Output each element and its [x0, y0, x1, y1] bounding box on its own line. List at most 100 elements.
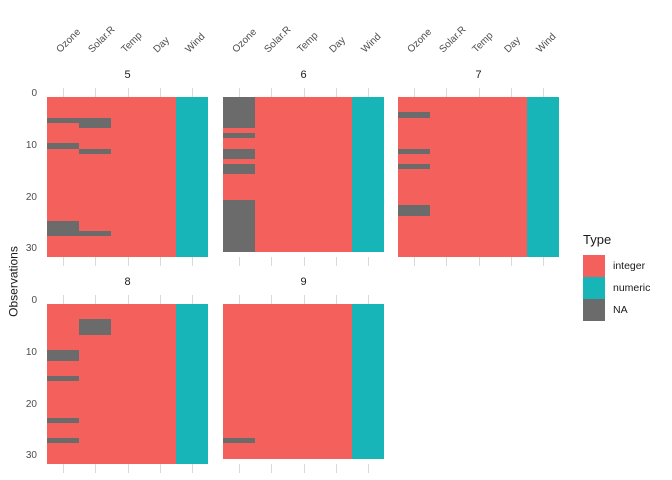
- x-axis-label-solar.r: Solar.R: [437, 24, 469, 56]
- x-tick-bottom: [367, 464, 369, 473]
- heatmap-column-wind: [351, 304, 384, 459]
- na-bar: [398, 205, 431, 216]
- x-axis-label-wind: Wind: [534, 31, 559, 56]
- facet-panel-5: [45, 95, 210, 259]
- heatmap-column-day: [319, 304, 352, 459]
- na-bar: [223, 200, 256, 252]
- x-axis-label-day: Day: [151, 34, 172, 56]
- heatmap-column-wind: [526, 97, 559, 257]
- heatmap-column-solar.r: [255, 304, 288, 459]
- x-tick-bottom: [239, 464, 241, 473]
- heatmap-column-day: [143, 97, 176, 257]
- x-tick-bottom: [191, 464, 193, 473]
- heatmap-column-ozone: [398, 97, 431, 257]
- na-bar: [47, 220, 80, 237]
- na-bar: [47, 143, 80, 149]
- na-bar: [79, 231, 112, 237]
- x-tick-top: [127, 88, 129, 97]
- facet-panel-6: [221, 95, 386, 259]
- legend-title: Type: [583, 232, 612, 247]
- x-tick-top: [367, 295, 369, 304]
- x-tick-top: [303, 88, 305, 97]
- heatmap-column-wind: [351, 97, 384, 252]
- x-axis-label-solar.r: Solar.R: [86, 24, 118, 56]
- x-tick-bottom: [191, 257, 193, 266]
- x-tick-bottom: [303, 464, 305, 473]
- na-bar: [223, 133, 256, 139]
- x-tick-top: [271, 88, 273, 97]
- x-tick-top: [159, 295, 161, 304]
- heatmap-column-wind: [175, 97, 208, 257]
- legend-swatch-numeric: [583, 277, 605, 299]
- x-tick-bottom: [239, 257, 241, 266]
- heatmap-column-day: [319, 97, 352, 252]
- na-bar: [47, 376, 80, 382]
- heatmap-column-ozone: [47, 304, 80, 464]
- na-bar: [223, 148, 256, 159]
- x-tick-top: [478, 88, 480, 97]
- heatmap-column-solar.r: [79, 304, 112, 464]
- facet-strip-5: 5: [124, 69, 131, 81]
- x-axis-label-ozone: Ozone: [230, 26, 260, 56]
- legend-key-numeric: numeric: [583, 277, 672, 299]
- x-tick-bottom: [63, 464, 65, 473]
- x-tick-top: [127, 295, 129, 304]
- x-tick-bottom: [63, 257, 65, 266]
- x-axis-label-wind: Wind: [183, 31, 208, 56]
- x-axis-label-wind: Wind: [359, 31, 384, 56]
- x-tick-bottom: [542, 257, 544, 266]
- x-tick-bottom: [127, 464, 129, 473]
- heatmap-column-temp: [111, 97, 144, 257]
- y-tick-label: 10: [25, 140, 37, 152]
- na-bar: [223, 97, 256, 128]
- na-bar: [47, 417, 80, 423]
- x-tick-top: [191, 88, 193, 97]
- facet-panel-7: [396, 95, 561, 259]
- x-tick-top: [95, 295, 97, 304]
- y-tick-label: 20: [25, 398, 37, 410]
- x-tick-bottom: [95, 257, 97, 266]
- na-bar: [398, 148, 431, 154]
- x-tick-bottom: [510, 257, 512, 266]
- na-bar: [79, 148, 112, 154]
- na-bar: [47, 438, 80, 444]
- x-tick-top: [63, 88, 65, 97]
- x-tick-bottom: [159, 464, 161, 473]
- na-bar: [398, 164, 431, 170]
- heatmap-column-day: [143, 304, 176, 464]
- x-tick-top: [510, 88, 512, 97]
- x-tick-top: [63, 295, 65, 304]
- y-tick-label: 30: [25, 450, 37, 462]
- x-axis-label-temp: Temp: [295, 30, 321, 56]
- na-bar: [47, 350, 80, 361]
- y-tick-label: 20: [25, 191, 37, 203]
- na-bar: [79, 319, 112, 335]
- legend-label: numeric: [613, 282, 651, 294]
- facet-strip-6: 6: [300, 69, 307, 81]
- x-tick-bottom: [127, 257, 129, 266]
- x-tick-top: [335, 88, 337, 97]
- legend-label: integer: [613, 260, 646, 272]
- x-tick-top: [239, 88, 241, 97]
- facet-strip-8: 8: [124, 276, 131, 288]
- x-tick-top: [542, 88, 544, 97]
- x-tick-bottom: [335, 257, 337, 266]
- heatmap-column-solar.r: [255, 97, 288, 252]
- legend-key-na: NA: [583, 299, 672, 321]
- legend-swatch-integer: [583, 255, 605, 277]
- x-axis-label-temp: Temp: [470, 30, 496, 56]
- x-tick-top: [335, 295, 337, 304]
- x-tick-bottom: [95, 464, 97, 473]
- na-bar: [79, 117, 112, 128]
- legend-label: NA: [613, 304, 628, 316]
- x-tick-bottom: [414, 257, 416, 266]
- x-tick-top: [95, 88, 97, 97]
- x-tick-bottom: [367, 257, 369, 266]
- x-axis-label-solar.r: Solar.R: [262, 24, 294, 56]
- heatmap-column-temp: [462, 97, 495, 257]
- x-axis-label-day: Day: [502, 34, 523, 56]
- x-axis-label-temp: Temp: [119, 30, 145, 56]
- na-bar: [398, 112, 431, 118]
- x-axis-label-day: Day: [327, 34, 348, 56]
